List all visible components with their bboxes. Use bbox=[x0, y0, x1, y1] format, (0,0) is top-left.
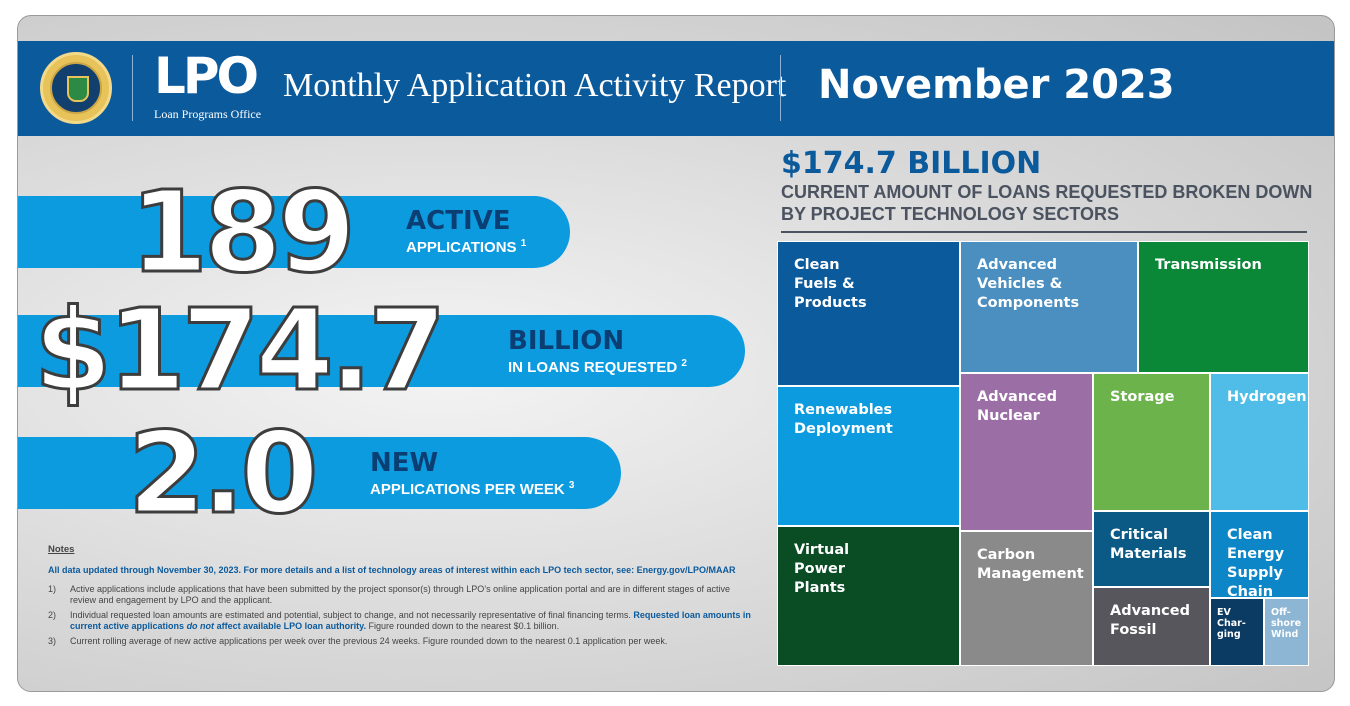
note-item: 1) Active applications include applicati… bbox=[48, 584, 758, 606]
treemap-subtitle: CURRENT AMOUNT OF LOANS REQUESTED BROKEN… bbox=[781, 182, 1313, 224]
report-card: LPO Loan Programs Office Monthly Applica… bbox=[17, 15, 1335, 692]
note-number: 2) bbox=[48, 610, 57, 620]
stat-new-sublabel: APPLICATIONS PER WEEK 3 bbox=[370, 480, 575, 498]
sector-carbon-management: Carbon Management bbox=[960, 531, 1093, 666]
report-title: Monthly Application Activity Report bbox=[283, 67, 787, 104]
sector-virtual-power-plants: Virtual Power Plants bbox=[777, 526, 960, 666]
sector-treemap: Clean Fuels & Products Advanced Vehicles & C… bbox=[777, 241, 1309, 666]
sector-advanced-nuclear: Advanced Nuclear bbox=[960, 373, 1093, 531]
seal-shield-icon bbox=[67, 76, 89, 102]
note-item: 3) Current rolling average of new active… bbox=[48, 636, 758, 647]
note-text-group: Individual requested loan amounts are es… bbox=[70, 610, 758, 632]
stat-new-label: NEW bbox=[370, 448, 439, 478]
stat-active-pill bbox=[18, 196, 570, 268]
report-month: November 2023 bbox=[818, 62, 1175, 108]
doe-seal-icon bbox=[40, 52, 112, 124]
stat-new-pill bbox=[18, 437, 621, 509]
stat-billion-pill bbox=[18, 315, 745, 387]
title-divider bbox=[780, 55, 781, 121]
stat-new-value: 2.0 bbox=[126, 408, 319, 541]
note-text: Individual requested loan amounts are es… bbox=[70, 610, 631, 620]
note-text: Current rolling average of new active ap… bbox=[70, 636, 668, 646]
sector-clean-energy-supply-chain: Clean Energy Supply Chain bbox=[1210, 511, 1309, 600]
note-item: 2) Individual requested loan amounts are… bbox=[48, 610, 758, 632]
sector-critical-materials: Critical Materials bbox=[1093, 511, 1210, 587]
note-emphasis-2: affect available LPO loan authority. bbox=[216, 621, 366, 631]
stat-billion-value: $174.7 bbox=[32, 285, 447, 418]
sector-storage: Storage bbox=[1093, 373, 1210, 511]
sector-hydrogen: Hydrogen bbox=[1210, 373, 1309, 511]
stat-active-label: ACTIVE bbox=[406, 206, 511, 236]
office-name: Loan Programs Office bbox=[154, 107, 262, 121]
sector-advanced-vehicles: Advanced Vehicles & Components bbox=[960, 241, 1138, 373]
note-number: 1) bbox=[48, 584, 57, 594]
lpo-logo: LPO bbox=[154, 47, 259, 105]
sector-clean-fuels: Clean Fuels & Products bbox=[777, 241, 960, 386]
sector-transmission: Transmission bbox=[1138, 241, 1309, 373]
stat-active-value: 189 bbox=[129, 167, 358, 300]
sector-advanced-fossil: Advanced Fossil bbox=[1093, 587, 1210, 666]
sector-ev-charging: EV Char-ging bbox=[1210, 598, 1264, 666]
stat-active-sublabel: APPLICATIONS 1 bbox=[406, 238, 527, 256]
header-divider bbox=[132, 55, 133, 121]
notes-heading: Notes bbox=[48, 544, 75, 555]
notes-section: Notes All data updated through November … bbox=[48, 544, 758, 651]
note-number: 3) bbox=[48, 636, 57, 646]
note-tail: Figure rounded down to the nearest $0.1 … bbox=[368, 621, 560, 631]
stat-billion-label: BILLION bbox=[508, 326, 625, 356]
note-italic: do not bbox=[186, 621, 215, 631]
treemap-rule bbox=[781, 231, 1307, 233]
sector-renewables: Renewables Deployment bbox=[777, 386, 960, 526]
stat-billion-sublabel: IN LOANS REQUESTED 2 bbox=[508, 358, 687, 376]
treemap-total: $174.7 BILLION bbox=[781, 146, 1042, 181]
note-text: Active applications include applications… bbox=[70, 584, 731, 605]
note-emphasis: Requested loan amounts in current active… bbox=[70, 610, 751, 631]
notes-lead: All data updated through November 30, 20… bbox=[48, 565, 736, 575]
header-banner: LPO Loan Programs Office Monthly Applica… bbox=[18, 41, 1334, 136]
sector-offshore-wind: Off-shore Wind bbox=[1264, 598, 1309, 666]
seal-center bbox=[50, 62, 102, 114]
